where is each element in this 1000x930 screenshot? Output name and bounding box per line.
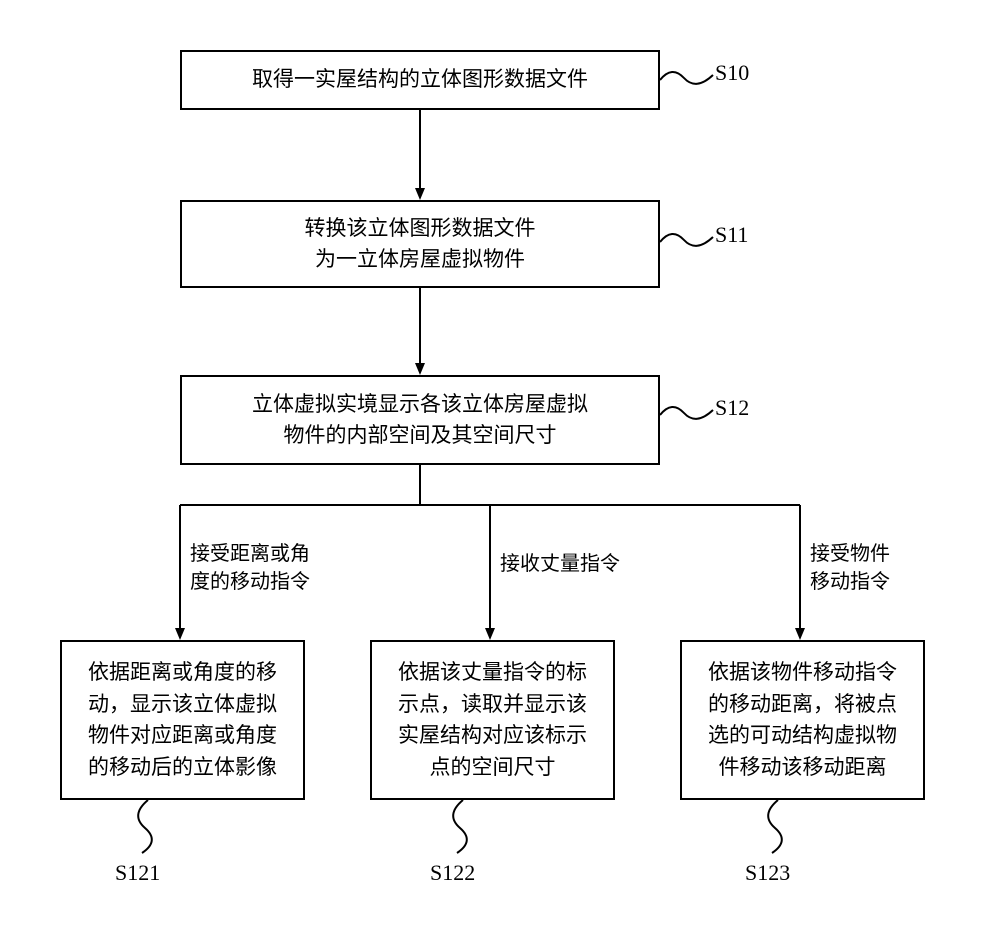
step-s10-text: 取得一实屋结构的立体图形数据文件: [252, 64, 588, 96]
step-s12: 立体虚拟实境显示各该立体房屋虚拟物件的内部空间及其空间尺寸: [180, 375, 660, 465]
step-s10: 取得一实屋结构的立体图形数据文件: [180, 50, 660, 110]
edge-label-s123: 接受物件移动指令: [810, 540, 890, 596]
step-s11: 转换该立体图形数据文件为一立体房屋虚拟物件: [180, 200, 660, 288]
step-s122: 依据该丈量指令的标示点，读取并显示该实屋结构对应该标示点的空间尺寸: [370, 640, 615, 800]
step-s121-text: 依据距离或角度的移动，显示该立体虚拟物件对应距离或角度的移动后的立体影像: [88, 657, 277, 783]
edge-label-s121: 接受距离或角度的移动指令: [190, 540, 310, 596]
label-s10: S10: [715, 60, 749, 86]
label-s12: S12: [715, 395, 749, 421]
squiggle-s123: [760, 800, 795, 855]
squiggle-s12: [660, 400, 715, 430]
label-s121: S121: [115, 860, 160, 886]
squiggle-s122: [445, 800, 480, 855]
step-s12-text: 立体虚拟实境显示各该立体房屋虚拟物件的内部空间及其空间尺寸: [252, 389, 588, 452]
edge-label-s122: 接收丈量指令: [500, 550, 620, 578]
step-s122-text: 依据该丈量指令的标示点，读取并显示该实屋结构对应该标示点的空间尺寸: [398, 657, 587, 783]
squiggle-s10: [660, 65, 715, 95]
step-s123: 依据该物件移动指令的移动距离，将被点选的可动结构虚拟物件移动该移动距离: [680, 640, 925, 800]
label-s123: S123: [745, 860, 790, 886]
label-s11: S11: [715, 222, 748, 248]
flowchart-container: 取得一实屋结构的立体图形数据文件 S10 转换该立体图形数据文件为一立体房屋虚拟…: [0, 0, 1000, 930]
label-s122: S122: [430, 860, 475, 886]
arrow-s11-s12: [415, 288, 435, 380]
step-s11-text: 转换该立体图形数据文件为一立体房屋虚拟物件: [305, 213, 536, 276]
squiggle-s121: [130, 800, 165, 855]
step-s121: 依据距离或角度的移动，显示该立体虚拟物件对应距离或角度的移动后的立体影像: [60, 640, 305, 800]
arrow-s10-s11: [415, 110, 435, 205]
step-s123-text: 依据该物件移动指令的移动距离，将被点选的可动结构虚拟物件移动该移动距离: [708, 657, 897, 783]
squiggle-s11: [660, 227, 715, 257]
